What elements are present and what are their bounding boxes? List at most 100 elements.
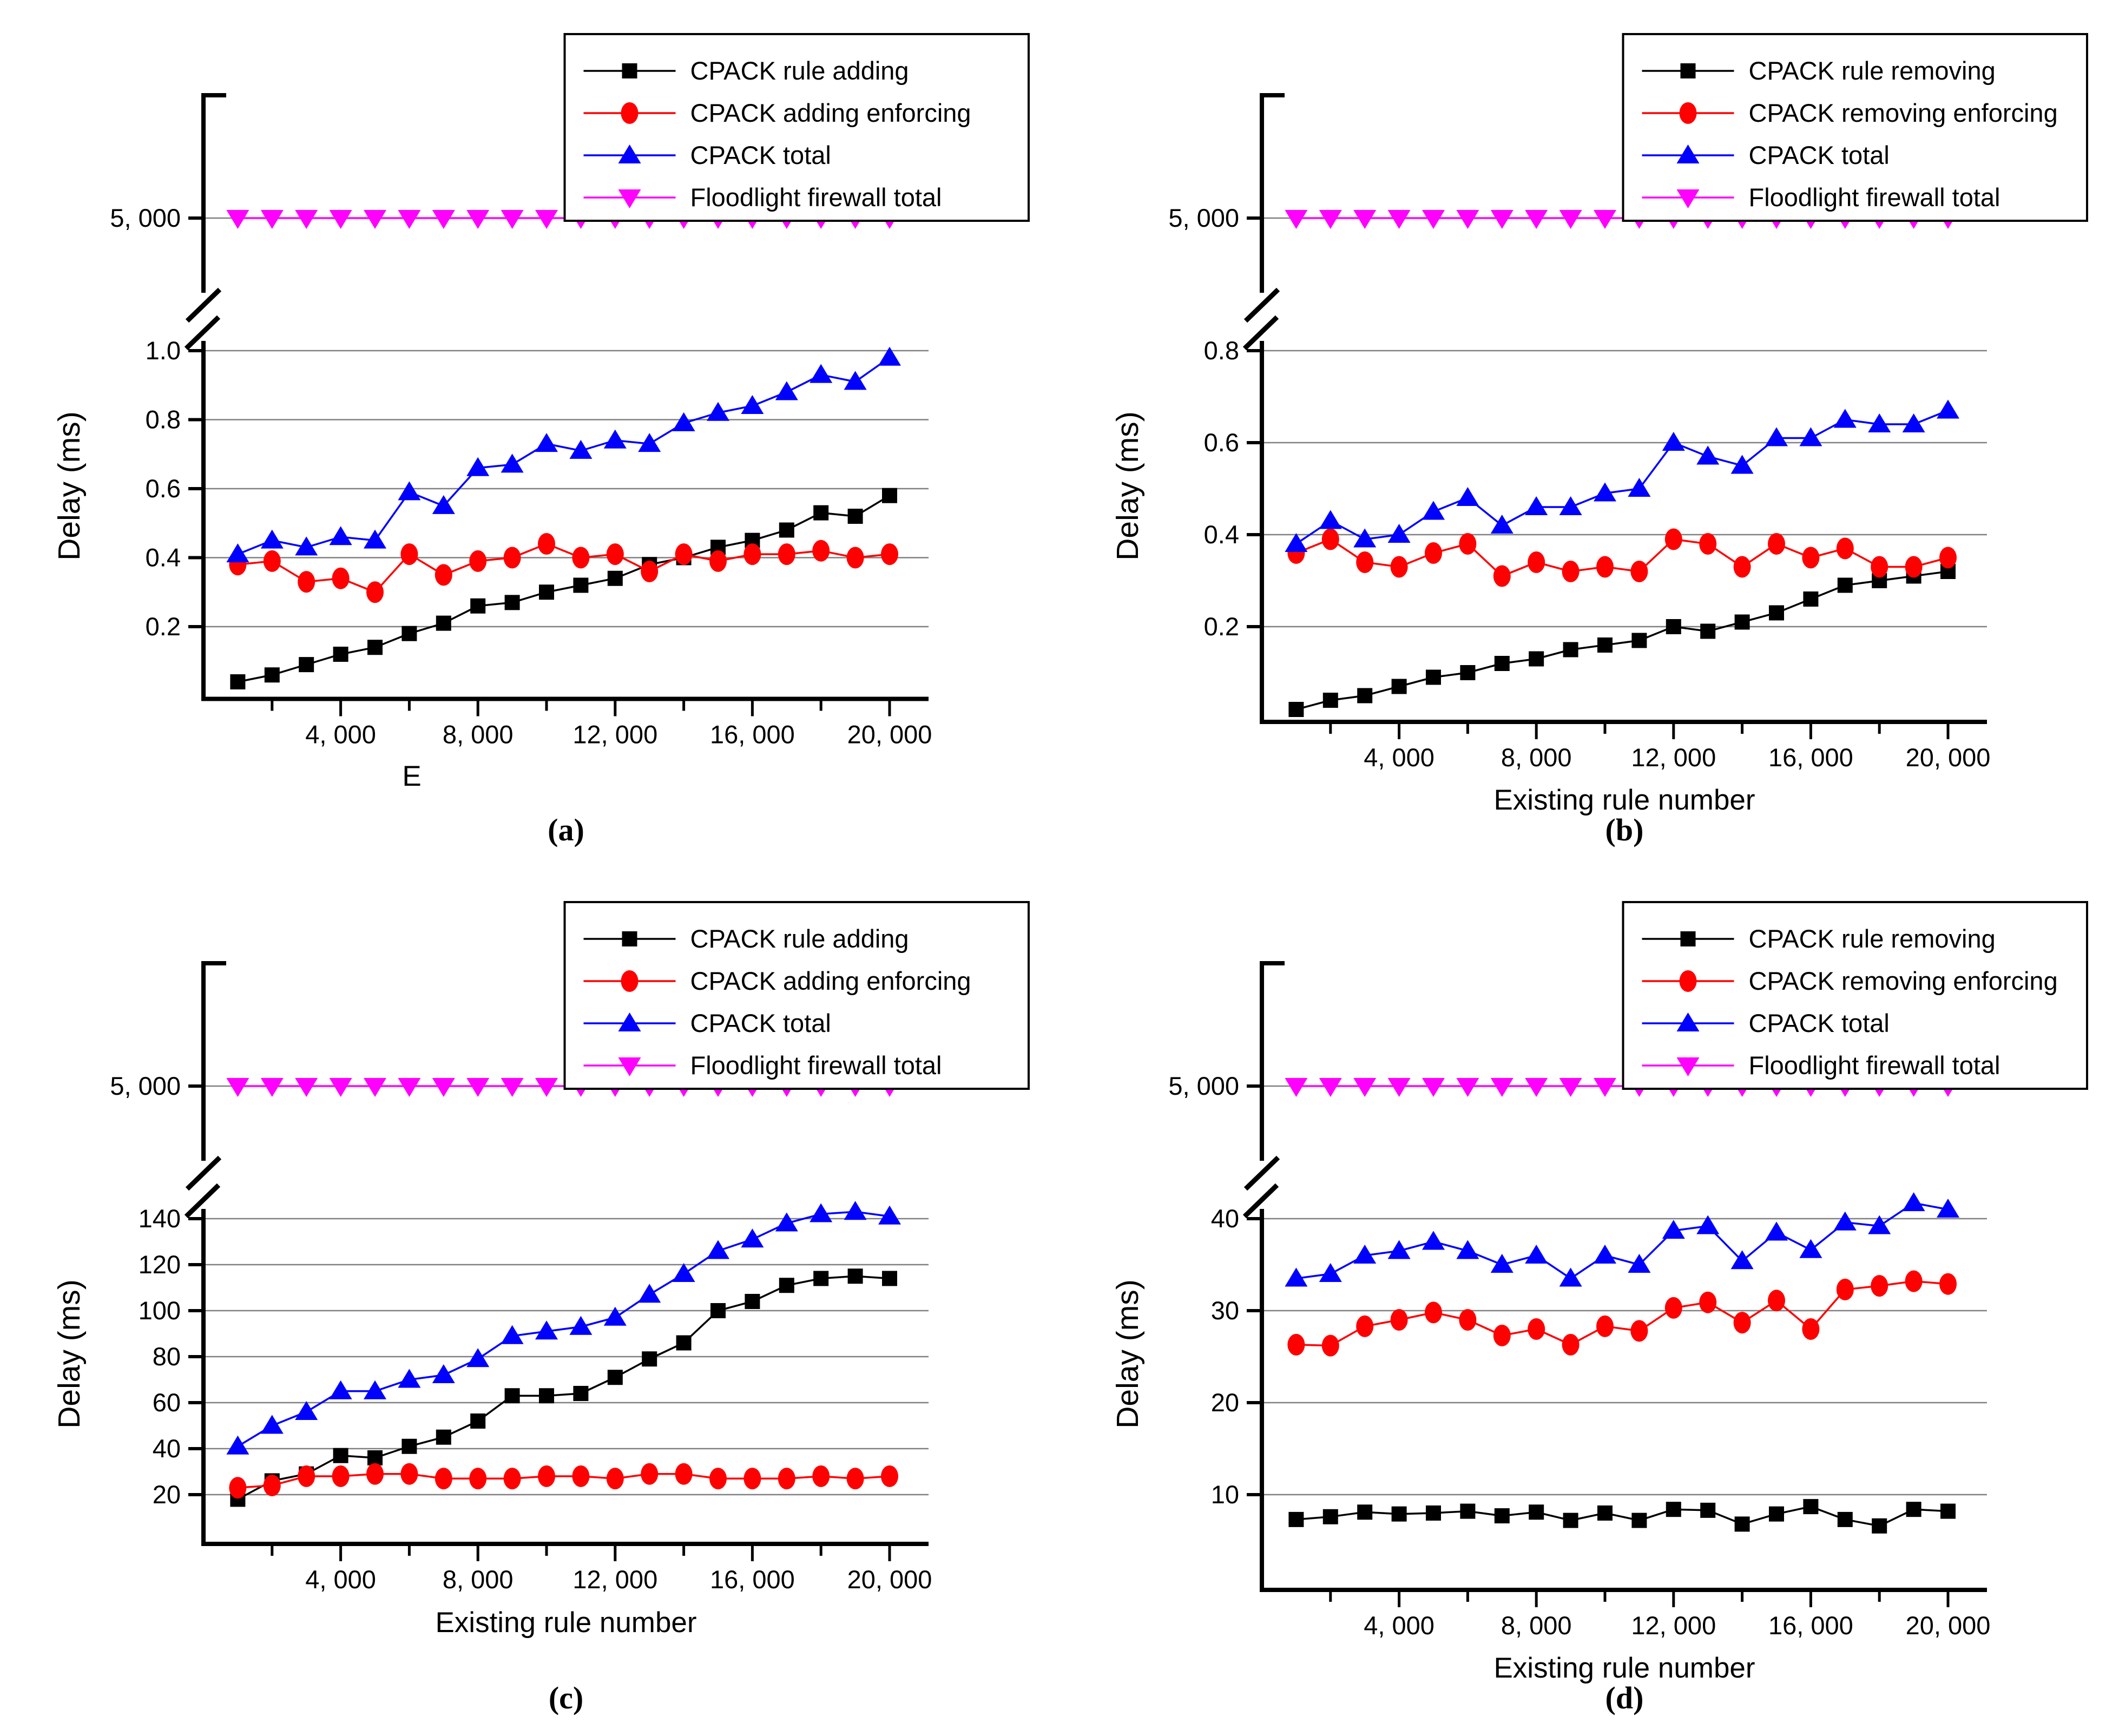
legend-box: CPACK rule removing CPACK removing enforc…	[1622, 33, 2088, 222]
x-axis: 4, 000 8, 000 12, 000 16, 000 20, 000	[1260, 720, 1990, 772]
tick-label: 0.6	[146, 474, 181, 503]
x-axis: 4, 000 8, 000 12, 000 16, 000 20, 000	[201, 696, 932, 749]
tick-label: 5, 000	[1168, 203, 1239, 232]
tick-label: Floodlight firewall total	[690, 1051, 942, 1080]
tick-label: 0.4	[1204, 520, 1239, 549]
tick-label: 16, 000	[1768, 743, 1853, 772]
legend-item-cpack-rule-removing: CPACK rule removing	[1642, 924, 1996, 953]
x-axis: 4, 000 8, 000 12, 000 16, 000 20, 000	[1260, 1588, 1991, 1640]
tick-label: 0.8	[1204, 336, 1239, 365]
tick-label: CPACK rule removing	[1749, 924, 1996, 953]
tick-label: 8, 000	[443, 1565, 514, 1594]
series-cpack-rule-removing	[1288, 1499, 1956, 1534]
series-cpack-adding-enforcing	[229, 1463, 898, 1499]
tick-label: 12, 000	[572, 1565, 657, 1594]
tick-label: CPACK total	[690, 1009, 831, 1037]
tick-label: Floodlight firewall total	[1749, 1051, 2000, 1080]
chart-panel-d: 5, 000 40 30 20 10 4, 000 8, 000 12, 000 16, 000…	[1078, 872, 2095, 1736]
tick-label: CPACK adding enforcing	[690, 98, 971, 127]
tick-label: CPACK total	[1749, 1009, 1890, 1037]
gridlines	[203, 1085, 929, 1496]
tick-label: CPACK adding enforcing	[690, 966, 971, 995]
tick-label: 5, 000	[110, 1071, 181, 1100]
tick-label: Floodlight firewall total	[690, 183, 942, 212]
series-cpack-removing-enforcing	[1287, 1270, 1957, 1357]
series-cpack-total	[1285, 1192, 1959, 1287]
tick-label: CPACK total	[1749, 141, 1890, 169]
series-cpack-total	[226, 346, 901, 563]
legend-box: CPACK rule adding CPACK adding enforcing C…	[563, 33, 1030, 222]
tick-label: 16, 000	[710, 1565, 795, 1594]
y-axis: 5, 000 1.0 0.8 0.6 0.4 0.2	[110, 93, 226, 699]
chart-caption: (a)	[548, 812, 584, 847]
tick-label: 4, 000	[305, 1565, 376, 1594]
chart-caption: (c)	[548, 1680, 584, 1715]
tick-label: 5, 000	[1168, 1071, 1239, 1100]
tick-label: Floodlight firewall total	[1749, 183, 2000, 212]
tick-label: 1.0	[146, 336, 181, 365]
legend-item-cpack-removing-enforcing: CPACK removing enforcing	[1642, 966, 2058, 995]
tick-label: 20, 000	[1906, 1611, 1991, 1640]
legend-item-cpack-removing-enforcing: CPACK removing enforcing	[1642, 98, 2058, 127]
tick-label: 100	[139, 1296, 181, 1325]
tick-label: 5, 000	[110, 203, 181, 232]
tick-label: 12, 000	[1631, 1611, 1716, 1640]
tick-label: 8, 000	[1501, 1611, 1572, 1640]
chart-canvas-d: 5, 000 40 30 20 10 4, 000 8, 000 12, 000 16, 000…	[1168, 901, 2088, 1640]
tick-label: 80	[153, 1342, 181, 1371]
tick-label: 40	[1211, 1204, 1239, 1233]
tick-label: CPACK rule adding	[690, 924, 909, 953]
tick-label: 0.2	[1204, 612, 1239, 641]
tick-label: 8, 000	[443, 720, 514, 749]
legend-item-cpack-rule-adding: CPACK rule adding	[583, 924, 909, 953]
axis-break-icon	[184, 287, 222, 351]
legend-box: CPACK rule removing CPACK removing enforc…	[1622, 901, 2088, 1090]
tick-label: 4, 000	[305, 720, 376, 749]
legend-item-floodlight-firewall-total: Floodlight firewall total	[1642, 1051, 2000, 1080]
tick-label: 4, 000	[1364, 1611, 1434, 1640]
series-cpack-rule-removing	[1288, 564, 1956, 717]
chart-canvas-a: 5, 000 1.0 0.8 0.6 0.4 0.2 4, 000 8, 000 12, 000…	[110, 33, 1030, 749]
legend-item-cpack-total: CPACK total	[1642, 141, 1890, 169]
y-axis: 5, 000 0.8 0.6 0.4 0.2	[1168, 93, 1285, 722]
tick-label: 20, 000	[847, 720, 932, 749]
tick-label: 12, 000	[572, 720, 657, 749]
chart-panel-c: 5, 000 140 120 100 80 60 40 20 4, 000 8, 000 12, 0…	[19, 872, 1037, 1736]
y-axis-label: Delay (ms)	[1110, 1279, 1145, 1429]
series-cpack-total	[1285, 399, 1959, 552]
y-axis-label: Delay (ms)	[52, 411, 87, 561]
x-axis-label: Existing rule number	[1493, 784, 1755, 816]
tick-label: 4, 000	[1364, 743, 1434, 772]
legend-item-floodlight-firewall-total: Floodlight firewall total	[583, 183, 942, 212]
tick-label: 40	[153, 1434, 181, 1463]
series-cpack-rule-adding	[230, 1268, 897, 1507]
chart-caption: (b)	[1605, 812, 1644, 847]
series-cpack-rule-adding	[230, 488, 897, 689]
chart-caption: (d)	[1605, 1680, 1644, 1715]
legend-item-floodlight-firewall-total: Floodlight firewall total	[583, 1051, 942, 1080]
tick-label: 60	[153, 1388, 181, 1417]
legend-item-floodlight-firewall-total: Floodlight firewall total	[1642, 183, 2000, 212]
tick-label: 12, 000	[1631, 743, 1716, 772]
tick-label: 0.2	[146, 612, 181, 641]
gridlines	[203, 217, 929, 628]
tick-label: 30	[1211, 1296, 1239, 1325]
tick-label: 20	[1211, 1388, 1239, 1417]
tick-label: 0.4	[146, 543, 181, 572]
tick-label: 20, 000	[847, 1565, 932, 1594]
tick-label: CPACK removing enforcing	[1749, 98, 2058, 127]
tick-label: 0.6	[1204, 428, 1239, 457]
tick-label: 120	[139, 1250, 181, 1279]
axis-break-icon	[184, 1155, 222, 1219]
legend-box: CPACK rule adding CPACK adding enforcing C…	[563, 901, 1030, 1090]
chart-panel-a: 5, 000 1.0 0.8 0.6 0.4 0.2 4, 000 8, 000 12, 000…	[19, 4, 1037, 868]
tick-label: CPACK rule removing	[1749, 56, 1996, 85]
x-axis-label: E	[402, 760, 422, 792]
tick-label: 16, 000	[710, 720, 795, 749]
tick-label: 140	[139, 1204, 181, 1233]
axis-break-icon	[1242, 287, 1280, 351]
x-axis: 4, 000 8, 000 12, 000 16, 000 20, 000	[201, 1542, 932, 1594]
x-axis-label: Existing rule number	[435, 1607, 697, 1639]
y-axis-label: Delay (ms)	[1110, 411, 1145, 561]
